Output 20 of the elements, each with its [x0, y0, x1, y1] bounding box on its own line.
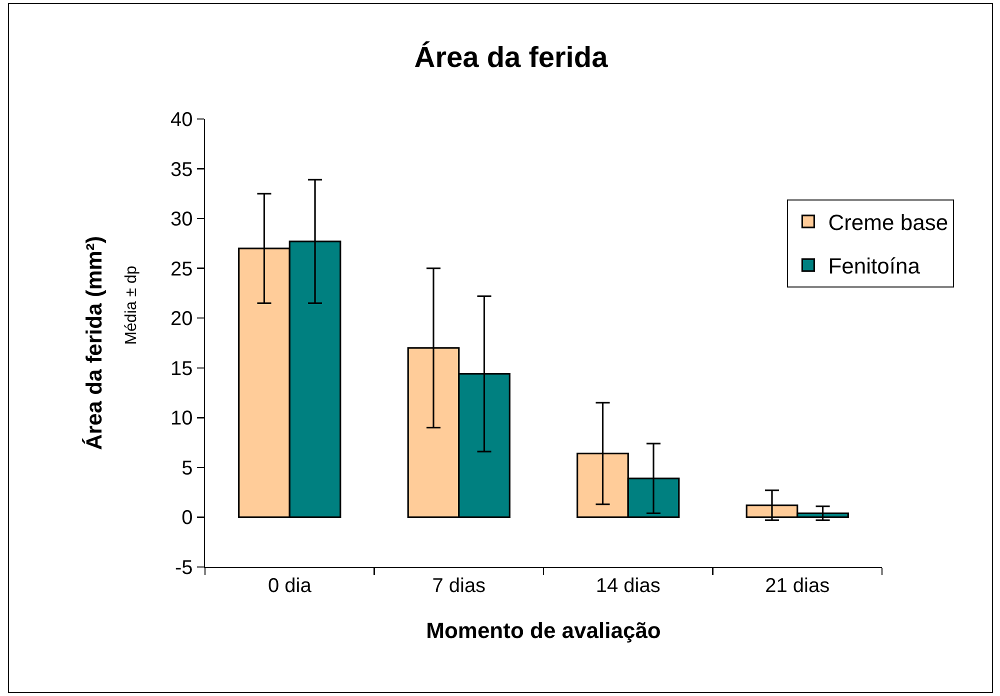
y-tick-label: -5: [175, 557, 193, 579]
y-tick-label: 5: [182, 457, 193, 480]
y-tick-label: 15: [170, 358, 193, 380]
y-tick-label: 30: [170, 208, 193, 231]
y-tick-label: 40: [170, 109, 193, 131]
x-tick-label: 21 dias: [765, 575, 830, 598]
y-tick-label: 25: [170, 258, 193, 280]
x-tick-label: 7 dias: [432, 575, 486, 598]
y-tick-label: 35: [170, 158, 193, 181]
legend-label: Creme base: [828, 210, 948, 236]
y-tick-label: 20: [170, 308, 193, 330]
y-tick-label: 0: [182, 507, 193, 530]
y-tick-label: 10: [170, 408, 193, 430]
y-axis-title: Área da ferida (mm²): [81, 236, 106, 450]
legend-label: Fenitoína: [828, 254, 921, 279]
x-axis-title: Momento de avaliação: [426, 618, 661, 643]
chart-title: Área da ferida: [414, 41, 609, 74]
x-tick-label: 0 dia: [268, 575, 312, 598]
text: Média ± dp: [122, 266, 140, 345]
x-tick-label: 14 dias: [596, 575, 660, 598]
